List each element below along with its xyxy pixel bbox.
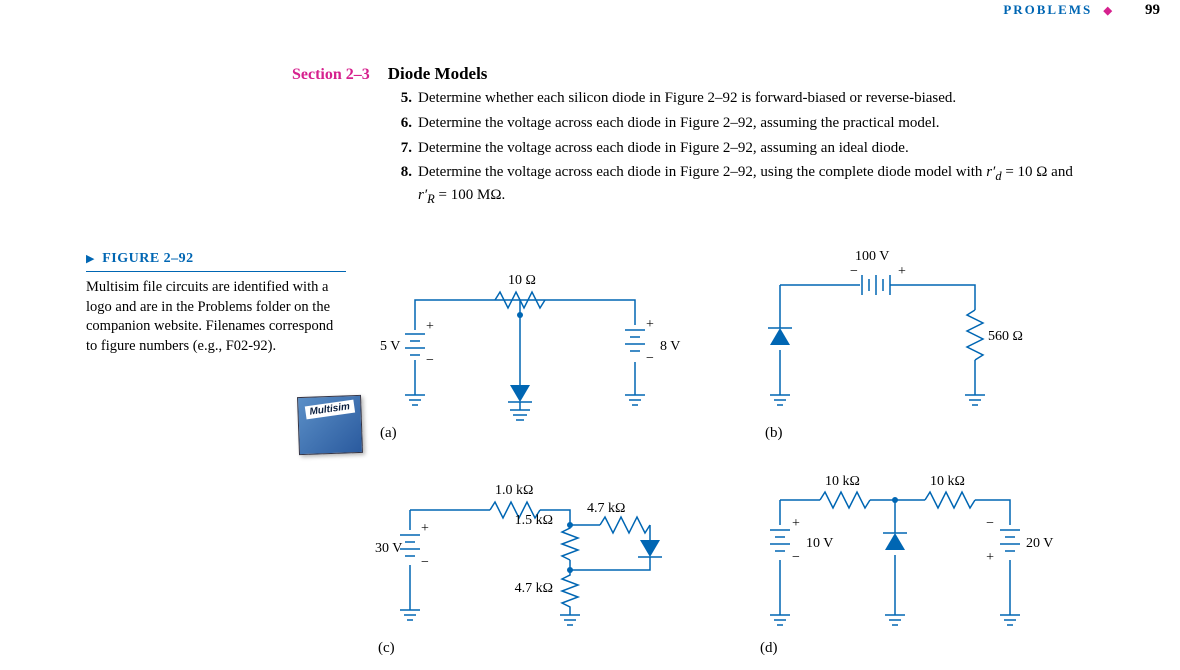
figure-rule <box>86 271 346 272</box>
cc-r4: 4.7 kΩ <box>515 581 553 596</box>
header-diamond: ◆ <box>1104 5 1114 17</box>
ca-label: (a) <box>380 425 397 442</box>
ca-v2: 8 V <box>660 339 680 354</box>
multisim-text: Multisim <box>305 400 355 420</box>
problem-text: Determine the voltage across each diode … <box>418 138 1090 160</box>
cd-r1: 10 kΩ <box>825 475 860 489</box>
circuit-c: + − 30 V 1.0 kΩ 1.5 kΩ 4.7 kΩ 4.7 kΩ <box>375 480 715 650</box>
problem-text: Determine whether each silicon diode in … <box>418 88 1090 110</box>
figure-title: FIGURE 2–92 <box>102 251 193 266</box>
cd-v1: 10 V <box>806 536 833 551</box>
p8-rd: r′ <box>986 164 995 180</box>
p8-prefix: Determine the voltage across each diode … <box>418 164 986 180</box>
section-label: Section 2–3 <box>292 66 370 84</box>
cc-r2: 1.5 kΩ <box>515 513 553 528</box>
svg-text:+: + <box>898 264 906 279</box>
header-text: PROBLEMS <box>1003 2 1092 17</box>
svg-text:−: − <box>426 353 434 368</box>
cc-r1: 1.0 kΩ <box>495 483 533 498</box>
svg-text:−: − <box>792 550 800 565</box>
p8-rdval: = 10 Ω and <box>1002 164 1073 180</box>
cb-label: (b) <box>765 425 783 442</box>
cd-label: (d) <box>760 640 778 657</box>
svg-text:+: + <box>646 317 654 332</box>
svg-text:−: − <box>646 351 654 366</box>
svg-text:+: + <box>421 521 429 536</box>
header-problems: PROBLEMS ◆ <box>1003 2 1120 18</box>
ca-v1: 5 V <box>380 339 400 354</box>
problem-8: 8. Determine the voltage across each dio… <box>390 162 1090 208</box>
section-title: Diode Models <box>388 64 488 84</box>
svg-text:+: + <box>426 319 434 334</box>
cb-r1: 560 Ω <box>988 329 1023 344</box>
figure-triangle-icon: ▶ <box>86 253 94 265</box>
problem-num: 6. <box>390 113 412 135</box>
problem-num: 5. <box>390 88 412 110</box>
problem-num: 8. <box>390 162 412 208</box>
svg-text:−: − <box>850 264 858 279</box>
circuit-b: − + 100 V 560 Ω <box>750 250 1030 440</box>
problem-5: 5. Determine whether each silicon diode … <box>390 88 1090 110</box>
p8-rr: r′ <box>418 187 427 203</box>
problem-text: Determine the voltage across each diode … <box>418 113 1090 135</box>
problem-num: 7. <box>390 138 412 160</box>
cc-v1: 30 V <box>375 541 402 556</box>
svg-text:−: − <box>986 516 994 531</box>
problem-text: Determine the voltage across each diode … <box>418 162 1090 208</box>
cd-v2: 20 V <box>1026 536 1053 551</box>
figure-title-row: ▶ FIGURE 2–92 <box>86 250 356 267</box>
problem-7: 7. Determine the voltage across each dio… <box>390 138 1090 160</box>
p8-rrval: = 100 MΩ. <box>435 187 505 203</box>
cd-r2: 10 kΩ <box>930 475 965 489</box>
section-heading: Section 2–3 Diode Models <box>292 64 487 84</box>
circuit-a: + − 5 V 10 Ω + − 8 V <box>380 270 700 440</box>
problem-6: 6. Determine the voltage across each dio… <box>390 113 1090 135</box>
page-number: 99 <box>1145 2 1160 19</box>
cb-v1: 100 V <box>855 250 889 264</box>
svg-text:+: + <box>792 516 800 531</box>
ca-r1: 10 Ω <box>508 273 536 288</box>
svg-text:−: − <box>421 555 429 570</box>
figure-caption: Multisim file circuits are identified wi… <box>86 278 346 356</box>
problems-list: 5. Determine whether each silicon diode … <box>390 88 1090 212</box>
figure-block: ▶ FIGURE 2–92 Multisim file circuits are… <box>86 250 356 356</box>
multisim-logo: Multisim <box>297 395 363 455</box>
cc-r3: 4.7 kΩ <box>587 501 625 516</box>
p8-rrsub: R <box>427 192 435 206</box>
circuit-d: 10 kΩ 10 kΩ + − 10 V − + 20 V <box>750 475 1060 655</box>
svg-text:+: + <box>986 550 994 565</box>
cc-label: (c) <box>378 640 395 657</box>
